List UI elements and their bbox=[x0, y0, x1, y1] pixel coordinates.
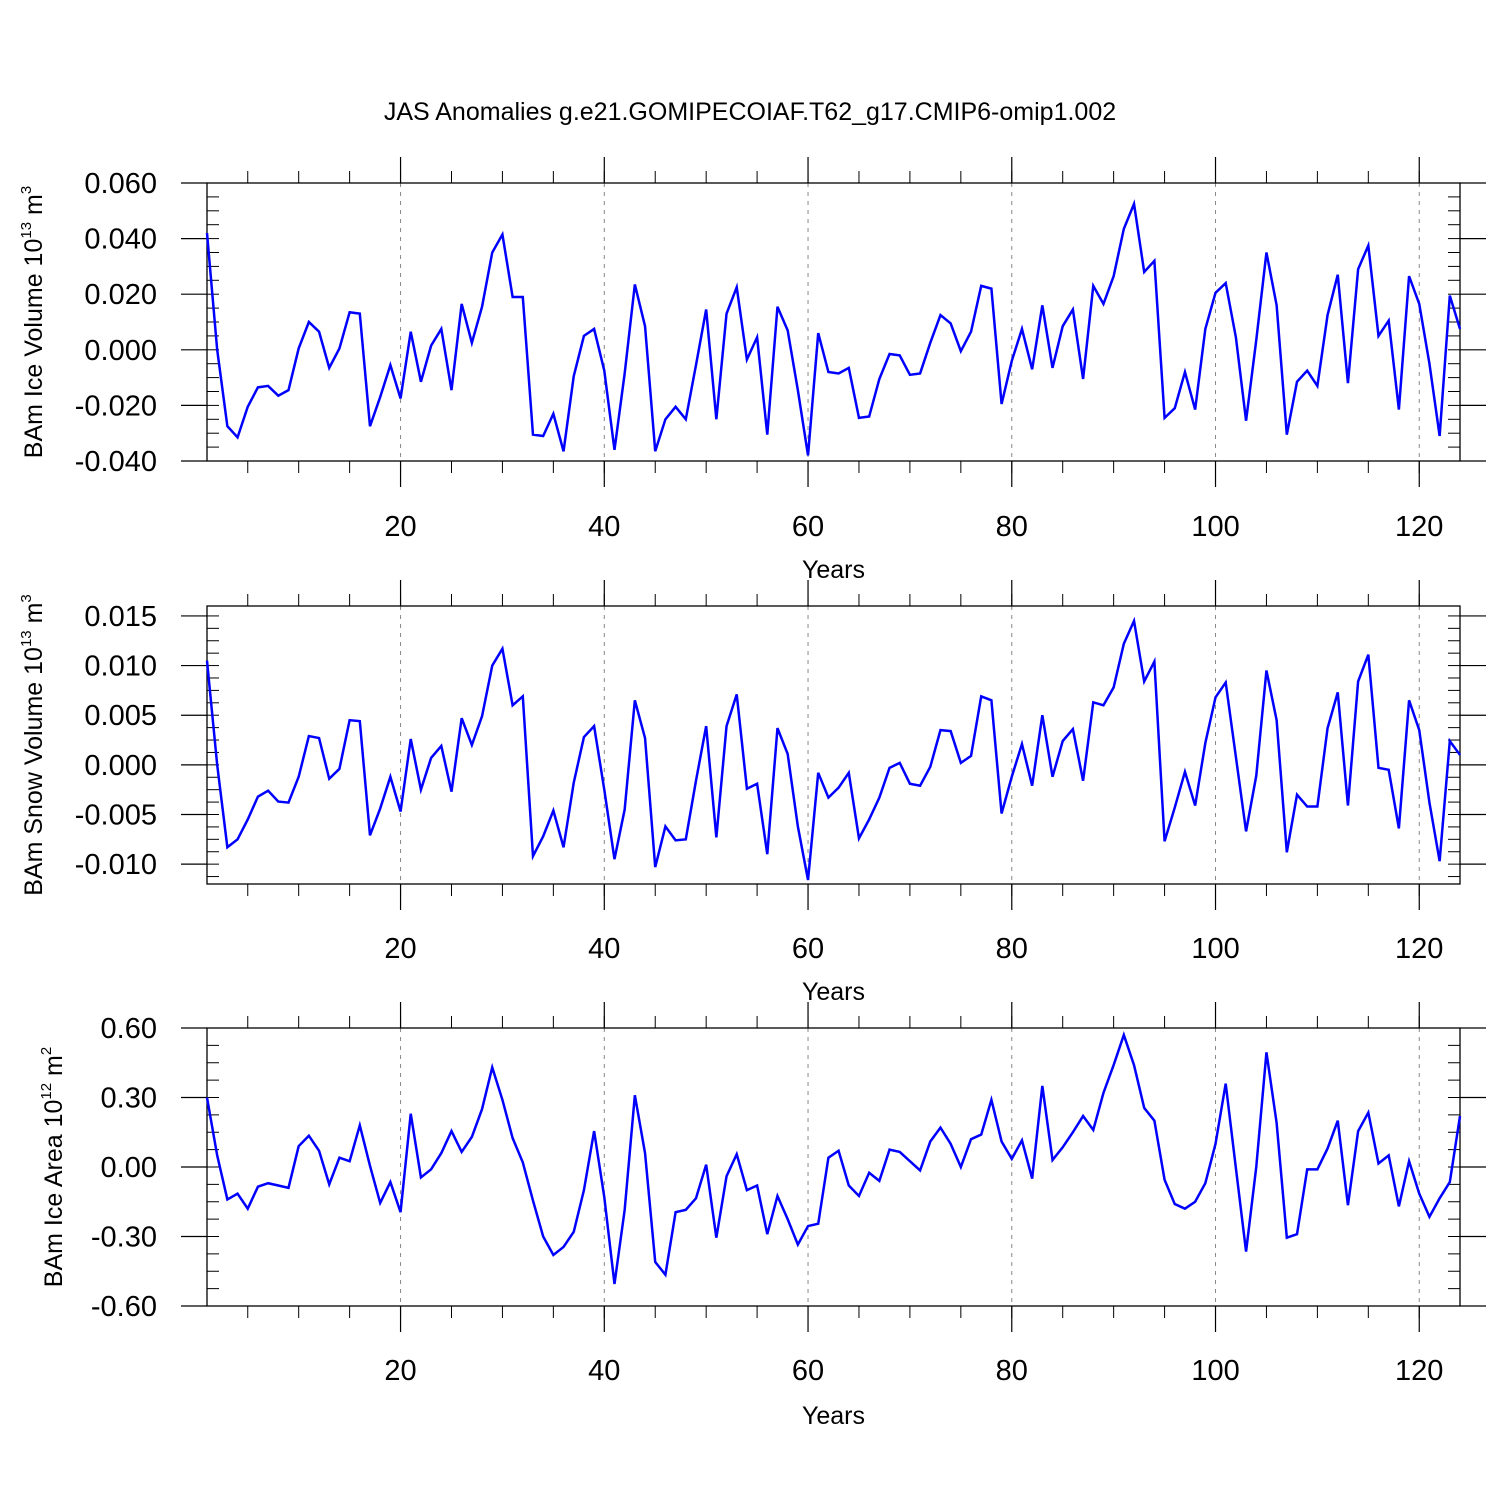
y-tick-label: -0.30 bbox=[91, 1222, 157, 1254]
x-tick-label: 20 bbox=[384, 511, 416, 543]
x-tick-label: 40 bbox=[588, 933, 620, 965]
chart-title: JAS Anomalies g.e21.GOMIPECOIAF.T62_g17.… bbox=[384, 98, 1116, 126]
y-tick-label: -0.010 bbox=[75, 849, 157, 881]
y-axis-title: BAm Ice Area 1012 m2 bbox=[38, 1047, 68, 1287]
x-tick-label: 60 bbox=[792, 511, 824, 543]
x-tick-label: 40 bbox=[588, 1355, 620, 1387]
series-line bbox=[205, 1031, 1462, 1285]
x-tick-label: 80 bbox=[996, 511, 1028, 543]
y-tick-label: 0.015 bbox=[84, 601, 157, 633]
chart-panel-3: 20 40 60 80 100 120 -0.60 -0.30 0.00 0.30 0.60 Year… bbox=[38, 1002, 1486, 1430]
y-tick-label: 0.30 bbox=[101, 1083, 157, 1115]
x-tick-label: 120 bbox=[1395, 933, 1443, 965]
x-tick-label: 120 bbox=[1395, 1355, 1443, 1387]
x-tick-label: 100 bbox=[1191, 1355, 1239, 1387]
y-tick-label: 0.020 bbox=[84, 279, 157, 311]
y-tick-label: 0.010 bbox=[84, 651, 157, 683]
x-tick-label: 120 bbox=[1395, 511, 1443, 543]
y-tick-label: 0.040 bbox=[84, 224, 157, 256]
plot-frame bbox=[206, 182, 1461, 462]
x-tick-label: 80 bbox=[996, 1355, 1028, 1387]
x-axis-title: Years bbox=[802, 1402, 865, 1430]
y-tick-label: -0.040 bbox=[75, 446, 157, 478]
series-line bbox=[205, 199, 1462, 456]
x-tick-label: 100 bbox=[1191, 511, 1239, 543]
y-axis-title: BAm Snow Volume 1013 m3 bbox=[18, 594, 48, 896]
series-line bbox=[205, 616, 1462, 881]
x-tick-label: 60 bbox=[792, 1355, 824, 1387]
y-tick-label: 0.000 bbox=[84, 750, 157, 782]
y-tick-label: -0.60 bbox=[91, 1291, 157, 1323]
x-tick-label: 60 bbox=[792, 933, 824, 965]
x-tick-label: 20 bbox=[384, 933, 416, 965]
plot-frame bbox=[206, 1027, 1461, 1307]
y-axis-title: BAm Ice Volume 1013 m3 bbox=[18, 186, 48, 458]
x-axis-title: Years bbox=[802, 556, 865, 584]
chart-panel-1: 20 40 60 80 100 120 -0.040 -0.020 0.000 0.020 0.04… bbox=[18, 157, 1486, 584]
y-tick-label: -0.020 bbox=[75, 390, 157, 422]
x-tick-label: 80 bbox=[996, 933, 1028, 965]
y-tick-label: 0.00 bbox=[101, 1152, 157, 1184]
y-tick-label: 0.005 bbox=[84, 700, 157, 732]
x-tick-label: 100 bbox=[1191, 933, 1239, 965]
x-tick-label: 40 bbox=[588, 511, 620, 543]
x-tick-label: 20 bbox=[384, 1355, 416, 1387]
y-tick-label: -0.005 bbox=[75, 800, 157, 832]
y-tick-label: 0.60 bbox=[101, 1013, 157, 1045]
y-tick-label: 0.060 bbox=[84, 168, 157, 200]
plot-frame bbox=[206, 605, 1461, 885]
x-axis-title: Years bbox=[802, 978, 865, 1006]
chart-panel-2: 20 40 60 80 100 120 -0.010 -0.005 0.000 0.005 0.01… bbox=[18, 580, 1486, 1006]
y-tick-label: 0.000 bbox=[84, 335, 157, 367]
